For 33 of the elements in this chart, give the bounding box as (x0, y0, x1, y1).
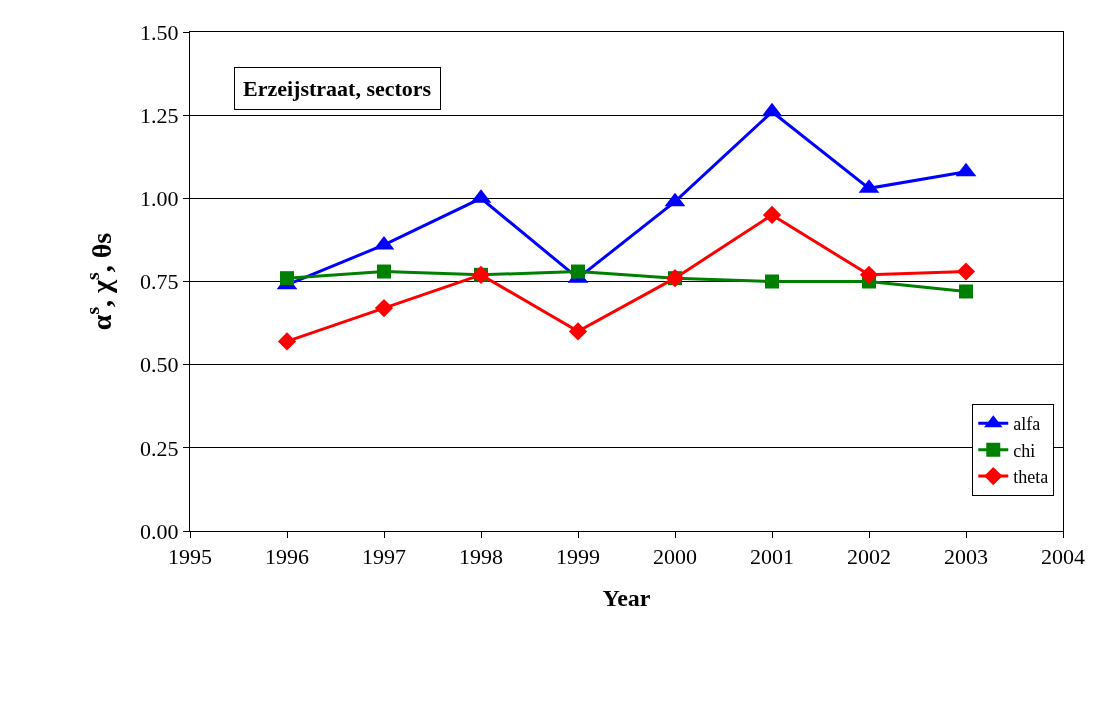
point (959, 284, 973, 299)
x-tick-label: 2004 (1041, 544, 1085, 570)
y-tick-label: 1.50 (140, 19, 179, 45)
y-tick-label: 0.75 (140, 269, 179, 295)
y-tick-label: 1.25 (140, 102, 179, 128)
legend-label: chi (1013, 440, 1036, 461)
point (765, 274, 779, 289)
point (859, 265, 879, 284)
x-tick-label: 2002 (847, 544, 891, 570)
x-tick-label: 1995 (168, 544, 212, 570)
x-tick-label: 1996 (265, 544, 309, 570)
point (571, 264, 585, 279)
x-tick-label: 1998 (459, 544, 503, 570)
legend-label: alfa (1013, 414, 1041, 435)
y-tick-label: 0.50 (140, 352, 179, 378)
point (377, 264, 391, 279)
point (762, 205, 782, 225)
point (280, 271, 294, 286)
point (956, 262, 976, 281)
point (277, 332, 297, 351)
x-tick-label: 2001 (750, 544, 794, 570)
legend-label: theta (1013, 467, 1049, 488)
y-tick-label: 1.00 (140, 186, 179, 212)
x-axis-title: Year (602, 584, 651, 611)
x-tick-label: 2000 (653, 544, 697, 570)
point (374, 299, 394, 318)
text: Erzeijstraat, sectors (243, 76, 432, 101)
x-tick-label: 1997 (362, 544, 406, 570)
y-tick-label: 0.25 (140, 435, 179, 461)
point (568, 322, 588, 341)
x-tick-label: 2003 (944, 544, 988, 570)
y-tick-label: 0.00 (140, 518, 179, 544)
x-tick-label: 1999 (556, 544, 600, 570)
